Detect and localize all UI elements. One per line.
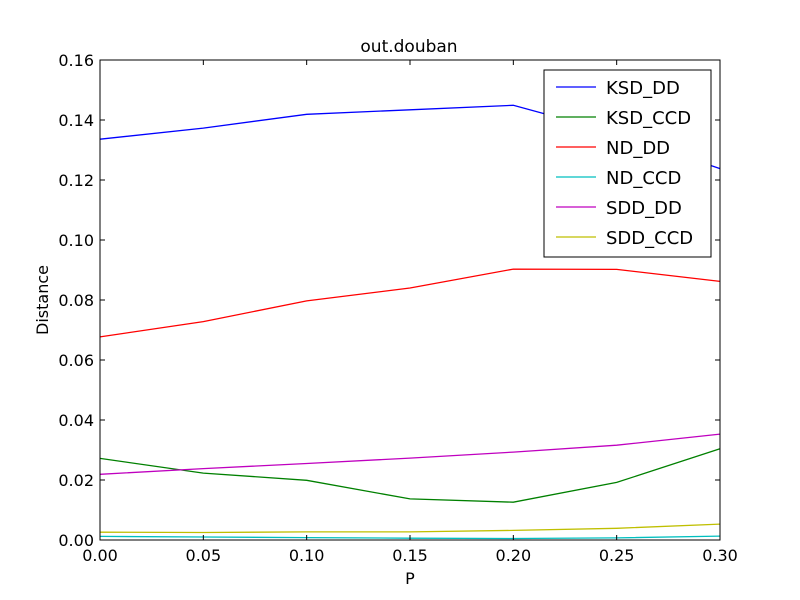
legend-label: SDD_CCD [606, 228, 693, 249]
y-tick-label: 0.02 [58, 471, 94, 490]
legend-label: ND_DD [606, 138, 670, 159]
y-axis-label: Distance [33, 265, 52, 335]
y-tick-label: 0.00 [58, 531, 94, 550]
y-tick-label: 0.08 [58, 291, 94, 310]
series-line-sdd-ccd [99, 523, 721, 534]
legend-label: KSD_DD [606, 78, 680, 99]
x-axis: 0.00 0.05 0.10 0.15 0.20 0.25 0.30 [82, 60, 738, 565]
x-axis-label: P [405, 569, 415, 588]
x-tick-label: 0.10 [289, 546, 325, 565]
x-tick-label: 0.20 [496, 546, 532, 565]
y-tick-label: 0.16 [58, 51, 94, 70]
series-line-nd-dd [99, 268, 721, 338]
y-tick-label: 0.14 [58, 111, 94, 130]
x-tick-label: 0.25 [599, 546, 635, 565]
y-tick-label: 0.10 [58, 231, 94, 250]
y-axis: 0.00 0.02 0.04 0.06 0.08 0.10 0.12 0.14 0.16 [58, 51, 720, 550]
series-line-sdd-dd [99, 433, 721, 475]
y-tick-label: 0.06 [58, 351, 94, 370]
chart-title: out.douban [360, 37, 457, 57]
series-line-ksd-ccd [99, 448, 721, 503]
legend-label: ND_CCD [606, 168, 681, 189]
x-tick-label: 0.00 [82, 546, 118, 565]
legend-box [543, 69, 712, 258]
legend-label: KSD_CCD [606, 108, 691, 129]
legend: KSD_DD KSD_CCD ND_DD ND_CCD SDD_DD SDD_CCD [543, 69, 712, 258]
y-tick-label: 0.12 [58, 171, 94, 190]
y-tick-label: 0.04 [58, 411, 94, 430]
legend-label: SDD_DD [606, 198, 682, 219]
x-tick-label: 0.05 [186, 546, 222, 565]
x-tick-label: 0.30 [702, 546, 738, 565]
x-tick-label: 0.15 [392, 546, 428, 565]
